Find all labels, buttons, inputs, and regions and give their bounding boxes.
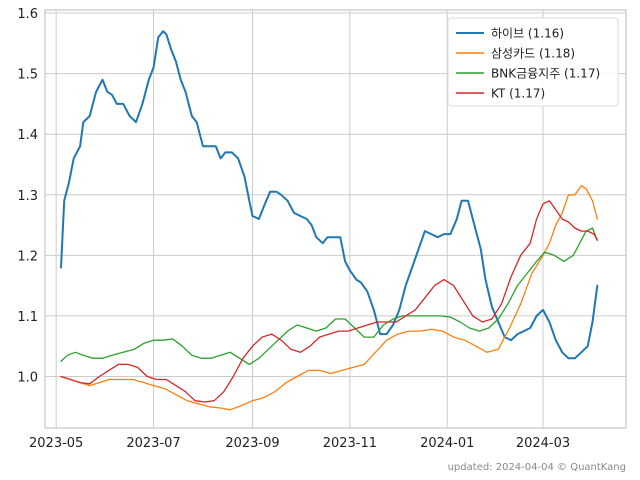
- legend-label-1: 하이브 (1.16): [491, 27, 564, 41]
- series-lines: [60, 30, 599, 411]
- x-tick-label: 2023-09: [225, 436, 279, 451]
- y-tick-label: 1.2: [17, 249, 38, 264]
- x-tick-label: 2023-07: [126, 436, 180, 451]
- x-tick-label: 2023-11: [323, 436, 377, 451]
- gridlines: [45, 10, 626, 428]
- legend-label-2: 삼성카드 (1.18): [491, 47, 575, 61]
- series-line-4: [60, 200, 598, 403]
- legend-label-4: KT (1.17): [491, 87, 545, 101]
- legend-label-3: BNK금융지주 (1.17): [491, 67, 600, 81]
- x-tick-label: 2024-01: [420, 436, 474, 451]
- x-tick-label: 2023-05: [29, 436, 83, 451]
- legend-box: [447, 17, 619, 107]
- y-tick-label: 1.3: [17, 189, 38, 204]
- y-tick-label: 1.5: [17, 68, 38, 83]
- footnote: updated: 2024-04-04 © QuantKang: [448, 462, 626, 473]
- y-tick-label: 1.4: [17, 128, 38, 143]
- legend: 하이브 (1.16) 삼성카드 (1.18) BNK금융지주 (1.17) KT (1…: [447, 17, 619, 107]
- y-axis-ticks: 1.0 1.1 1.2 1.3 1.4 1.5 1.6: [17, 7, 38, 385]
- y-tick-label: 1.6: [17, 7, 38, 22]
- x-tick-label: 2024-03: [516, 436, 570, 451]
- plot-frame: [44, 9, 627, 429]
- y-tick-label: 1.0: [17, 371, 38, 386]
- series-line-1: [60, 30, 599, 360]
- x-axis-ticks: 2023-05 2023-07 2023-09 2023-11 2024-01 2024-…: [29, 436, 570, 451]
- y-tick-label: 1.1: [17, 310, 38, 325]
- series-line-3: [60, 227, 598, 366]
